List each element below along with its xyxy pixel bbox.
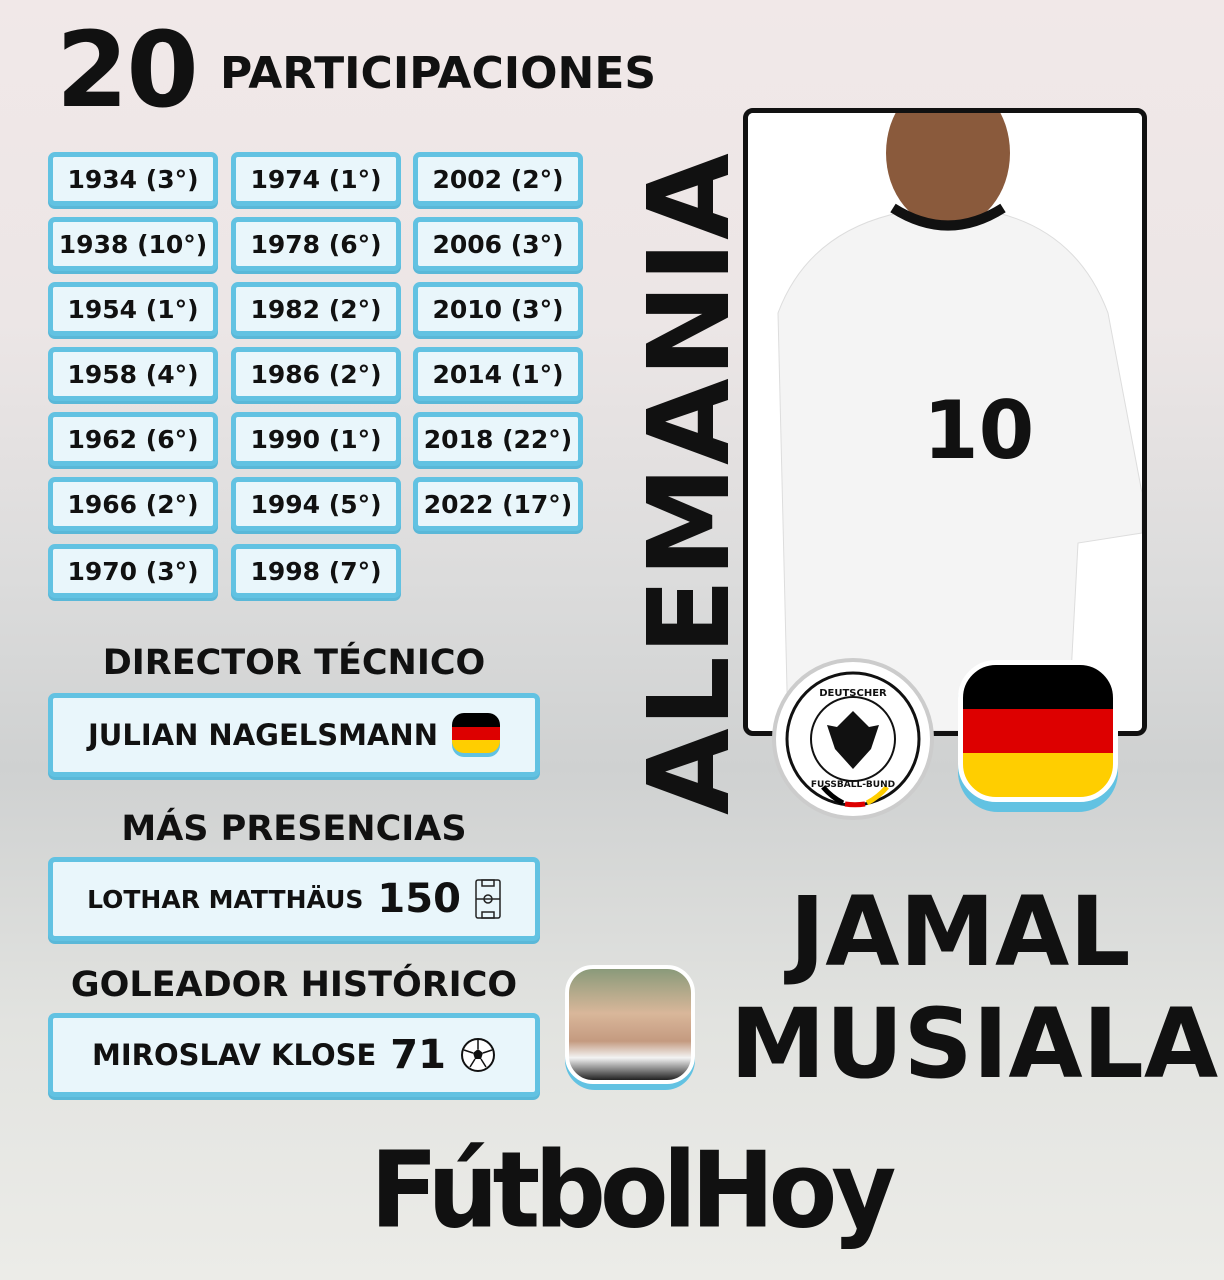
participation-year: 2006 (3°) (413, 217, 583, 271)
participation-year: 1990 (1°) (231, 412, 401, 466)
country-name: ALEMANIA (625, 152, 755, 815)
caps-box: LOTHAR MATTHÄUS 150 (48, 857, 540, 941)
germany-flag-icon (451, 713, 500, 757)
participation-year: 1974 (1°) (231, 152, 401, 206)
participations-label: PARTICIPACIONES (220, 48, 657, 99)
germany-flag (958, 660, 1118, 812)
participation-year: 2002 (2°) (413, 152, 583, 206)
coach-box: JULIAN NAGELSMANN (48, 693, 540, 777)
participation-year: 2022 (17°) (413, 477, 583, 531)
futbolhoy-logo: FútbolHoy (370, 1129, 896, 1252)
caps-name: LOTHAR MATTHÄUS (87, 884, 364, 914)
participations-count: 20 (56, 9, 199, 131)
football-pitch-icon (475, 879, 501, 919)
player-photo: 10 (743, 108, 1147, 736)
participation-year: 1982 (2°) (231, 282, 401, 336)
scorer-value: 71 (390, 1032, 446, 1078)
coach-title: DIRECTOR TÉCNICO (102, 643, 486, 683)
participation-year: 1958 (4°) (48, 347, 218, 401)
participation-year: 2018 (22°) (413, 412, 583, 466)
caps-value: 150 (377, 876, 461, 922)
scorer-photo (565, 965, 695, 1090)
scorer-box: MIROSLAV KLOSE 71 (48, 1013, 540, 1097)
player-first-name: JAMAL (789, 876, 1131, 988)
participation-year: 1938 (10°) (48, 217, 218, 271)
coach-name: JULIAN NAGELSMANN (88, 718, 438, 752)
scorer-name: MIROSLAV KLOSE (92, 1038, 377, 1072)
participation-year: 2014 (1°) (413, 347, 583, 401)
participation-year: 1934 (3°) (48, 152, 218, 206)
crest-text-top: DEUTSCHER (819, 688, 887, 699)
participation-year: 1962 (6°) (48, 412, 218, 466)
soccer-ball-icon (460, 1038, 495, 1072)
participation-year: 1954 (1°) (48, 282, 218, 336)
player-last-name: MUSIALA (730, 988, 1219, 1100)
participation-year: 1994 (5°) (231, 477, 401, 531)
participation-year: 2010 (3°) (413, 282, 583, 336)
shirt-number: 10 (923, 384, 1034, 477)
participation-year: 1966 (2°) (48, 477, 218, 531)
caps-title: MÁS PRESENCIAS (121, 809, 467, 849)
crest-text-bottom: FUSSBALL-BUND (810, 780, 896, 790)
participation-year: 1998 (7°) (231, 544, 401, 598)
participation-year: 1970 (3°) (48, 544, 218, 598)
dfb-crest: DEUTSCHER FUSSBALL-BUND (772, 658, 934, 820)
participation-year: 1978 (6°) (231, 217, 401, 271)
participation-year: 1986 (2°) (231, 347, 401, 401)
scorer-title: GOLEADOR HISTÓRICO (70, 965, 518, 1005)
